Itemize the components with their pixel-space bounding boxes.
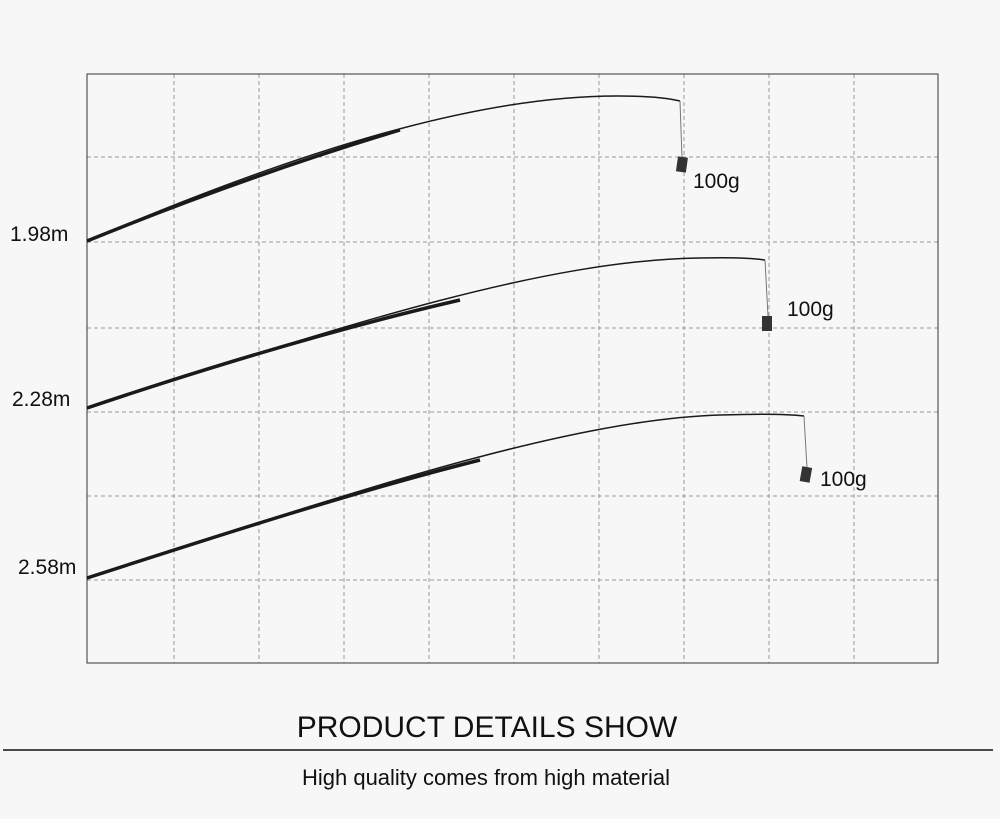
rod-length: 2.58m bbox=[18, 556, 76, 579]
rod-length: 2.28m bbox=[12, 388, 70, 411]
grid bbox=[87, 74, 938, 663]
rod-weight: 100g bbox=[820, 468, 867, 491]
frame bbox=[86, 73, 939, 664]
rod-1 bbox=[86, 95, 688, 243]
heading: PRODUCT DETAILS SHOW bbox=[297, 711, 678, 744]
rod-weight: 100g bbox=[693, 170, 740, 193]
rod-3 bbox=[86, 413, 813, 580]
rod-weight: 100g bbox=[787, 298, 834, 321]
rod-2 bbox=[86, 257, 772, 410]
subheading: High quality comes from high material bbox=[302, 765, 670, 790]
rod-length: 1.98m bbox=[10, 223, 68, 246]
